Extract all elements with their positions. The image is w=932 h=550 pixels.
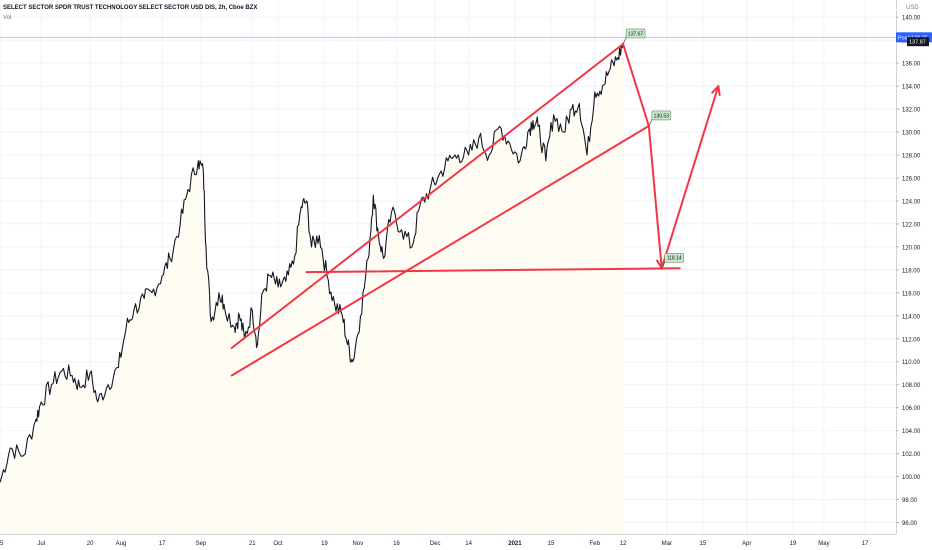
y-tick-label: 112.00 [902, 337, 921, 343]
x-tick-label: Dec [430, 541, 441, 547]
annotation-box [651, 110, 672, 121]
x-tick-label: Sep [195, 541, 206, 547]
annotation-label: 137.67 [628, 31, 644, 37]
x-tick-label: 19 [790, 541, 797, 547]
x-tick-label: 2021 [508, 541, 522, 547]
last-price-bg [907, 37, 929, 47]
x-tick-label: 15 [700, 541, 707, 547]
x-tick-label: Feb [590, 541, 601, 547]
x-axis-background [0, 534, 932, 550]
x-tick-label: 16 [393, 541, 400, 547]
x-tick-label: 17 [159, 541, 166, 547]
y-tick-label: 98.00 [902, 498, 918, 504]
x-tick-label: Aug [116, 541, 127, 547]
x-tick-label: 14 [465, 541, 472, 547]
lower-wedge-line [230, 124, 650, 377]
annotation-label: 130.53 [654, 113, 670, 119]
x-tick-label: Nov [353, 541, 364, 547]
upper-wedge-line [230, 42, 625, 349]
chart-title: SELECT SECTOR SPDR TRUST TECHNOLOGY SELE… [3, 5, 258, 11]
last-price-value: 137.87 [909, 40, 926, 46]
x-tick-label: 15 [548, 541, 555, 547]
x-tick-label: 12 [620, 541, 627, 547]
x-tick-label: 21 [249, 541, 256, 547]
y-tick-label: 140.00 [902, 16, 921, 22]
y-tick-label: 100.00 [902, 475, 921, 481]
y-tick-label: 114.00 [902, 314, 921, 320]
annotation-label: 118.14 [667, 256, 682, 262]
x-tick-label: Oct [273, 541, 283, 547]
x-tick-label: Apr [742, 541, 751, 547]
y-tick-label: 122.00 [902, 222, 921, 228]
annotation-callout: 118.14 [661, 252, 685, 269]
y-tick-label: 124.00 [902, 199, 921, 205]
annotation-callout: 130.53 [648, 110, 672, 127]
y-tick-label: 116.00 [902, 291, 921, 297]
x-tick-label: May [818, 541, 829, 547]
y-tick-label: 102.00 [902, 452, 921, 458]
y-axis[interactable]: 96.00 98.00 100.00 102.00 104.00 106.00 108.00… [896, 0, 932, 550]
support-line [305, 267, 681, 274]
y-tick-label: 108.00 [902, 383, 921, 389]
arrow-head-up [711, 85, 721, 97]
y-tick-label: 104.00 [902, 429, 921, 435]
y-tick-label: 134.00 [902, 85, 921, 91]
x-tick-label: 15 [0, 541, 4, 547]
currency-label: USD [906, 5, 919, 11]
y-tick-label: 132.00 [902, 108, 921, 114]
price-area-fill [0, 44, 624, 534]
y-tick-label: 128.00 [902, 154, 921, 160]
area-layer [0, 44, 624, 534]
y-tick-label: 106.00 [902, 406, 921, 412]
y-tick-label: 120.00 [902, 245, 921, 251]
projection-down-2 [647, 124, 663, 270]
y-tick-label: 118.00 [902, 268, 921, 274]
y-tick-label: 130.00 [902, 131, 921, 137]
y-tick-label: 96.00 [902, 521, 918, 527]
y-tick-label: 136.00 [902, 62, 921, 68]
annotation-box [625, 28, 646, 39]
y-tick-label: 110.00 [902, 360, 921, 366]
volume-label: Vol [3, 15, 12, 21]
y-axis-background [896, 0, 932, 550]
last-price-tag: 137.87 [907, 37, 929, 47]
y-tick-label: 126.00 [902, 177, 921, 183]
x-axis[interactable]: 15 Jul 20 Aug 17 Sep 21 Oct 19 Nov 16 Dec 14 2021 15 Fe… [0, 534, 932, 550]
annotation-layer: 137.67 130.53 118.14 [622, 28, 685, 269]
x-tick-label: 17 [862, 541, 869, 547]
price-tag-name: Pos1 [898, 36, 911, 42]
price-line [0, 43, 624, 483]
x-tick-label: Mar [662, 541, 672, 547]
x-tick-label: 20 [87, 541, 94, 547]
annotation-callout: 137.67 [622, 28, 646, 45]
annotation-box [664, 252, 685, 263]
price-layer [0, 43, 624, 483]
x-tick-label: Jul [37, 541, 45, 547]
projection-up [660, 85, 720, 270]
x-tick-label: 19 [321, 541, 328, 547]
chart-header: SELECT SECTOR SPDR TRUST TECHNOLOGY SELE… [3, 3, 257, 23]
projection-down-1 [622, 42, 650, 127]
